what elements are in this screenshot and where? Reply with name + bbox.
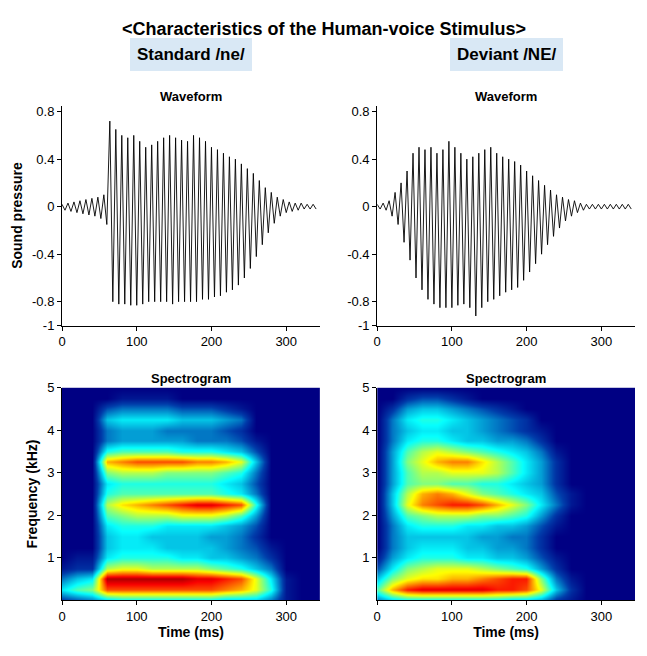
svg-text:200: 200 [201, 334, 223, 349]
svg-text:0: 0 [362, 199, 369, 214]
svg-text:1: 1 [47, 550, 54, 565]
svg-text:3: 3 [362, 465, 369, 480]
svg-text:5: 5 [362, 380, 369, 395]
svg-text:-1: -1 [358, 318, 370, 333]
svg-text:0: 0 [58, 334, 65, 349]
svg-text:Spectrogram: Spectrogram [466, 371, 546, 386]
svg-text:Frequency (kHz): Frequency (kHz) [24, 439, 40, 548]
svg-text:2: 2 [362, 508, 369, 523]
svg-text:100: 100 [126, 334, 148, 349]
svg-text:5: 5 [47, 380, 54, 395]
svg-text:2: 2 [47, 508, 54, 523]
svg-text:Time (ms): Time (ms) [473, 624, 539, 640]
svg-text:0.4: 0.4 [351, 152, 369, 167]
svg-text:200: 200 [516, 609, 538, 624]
svg-text:Time (ms): Time (ms) [158, 624, 224, 640]
svg-text:Standard /ne/: Standard /ne/ [137, 45, 245, 64]
svg-text:100: 100 [441, 609, 463, 624]
svg-text:100: 100 [126, 609, 148, 624]
svg-text:Sound pressure: Sound pressure [9, 162, 25, 269]
svg-text:200: 200 [201, 609, 223, 624]
svg-text:300: 300 [275, 334, 297, 349]
svg-text:Waveform: Waveform [160, 89, 222, 104]
svg-text:-1: -1 [43, 318, 55, 333]
svg-text:Waveform: Waveform [475, 89, 537, 104]
svg-text:<Characteristics of the Human-: <Characteristics of the Human-voice Stim… [122, 19, 526, 39]
svg-text:-0.8: -0.8 [32, 294, 54, 309]
svg-text:-0.4: -0.4 [347, 247, 369, 262]
svg-text:0: 0 [47, 199, 54, 214]
svg-text:Spectrogram: Spectrogram [151, 371, 231, 386]
svg-text:100: 100 [441, 334, 463, 349]
svg-text:300: 300 [591, 609, 613, 624]
svg-text:300: 300 [275, 609, 297, 624]
svg-text:0.8: 0.8 [351, 104, 369, 119]
svg-text:300: 300 [591, 334, 613, 349]
svg-text:4: 4 [47, 423, 54, 438]
svg-text:4: 4 [362, 423, 369, 438]
svg-text:0: 0 [374, 609, 381, 624]
svg-text:0: 0 [374, 334, 381, 349]
svg-text:Deviant /NE/: Deviant /NE/ [457, 45, 556, 64]
svg-text:1: 1 [362, 550, 369, 565]
svg-text:-0.4: -0.4 [32, 247, 54, 262]
svg-text:0: 0 [58, 609, 65, 624]
svg-text:0.8: 0.8 [36, 104, 54, 119]
svg-text:200: 200 [516, 334, 538, 349]
svg-text:3: 3 [47, 465, 54, 480]
svg-text:0.4: 0.4 [36, 152, 54, 167]
svg-text:-0.8: -0.8 [347, 294, 369, 309]
